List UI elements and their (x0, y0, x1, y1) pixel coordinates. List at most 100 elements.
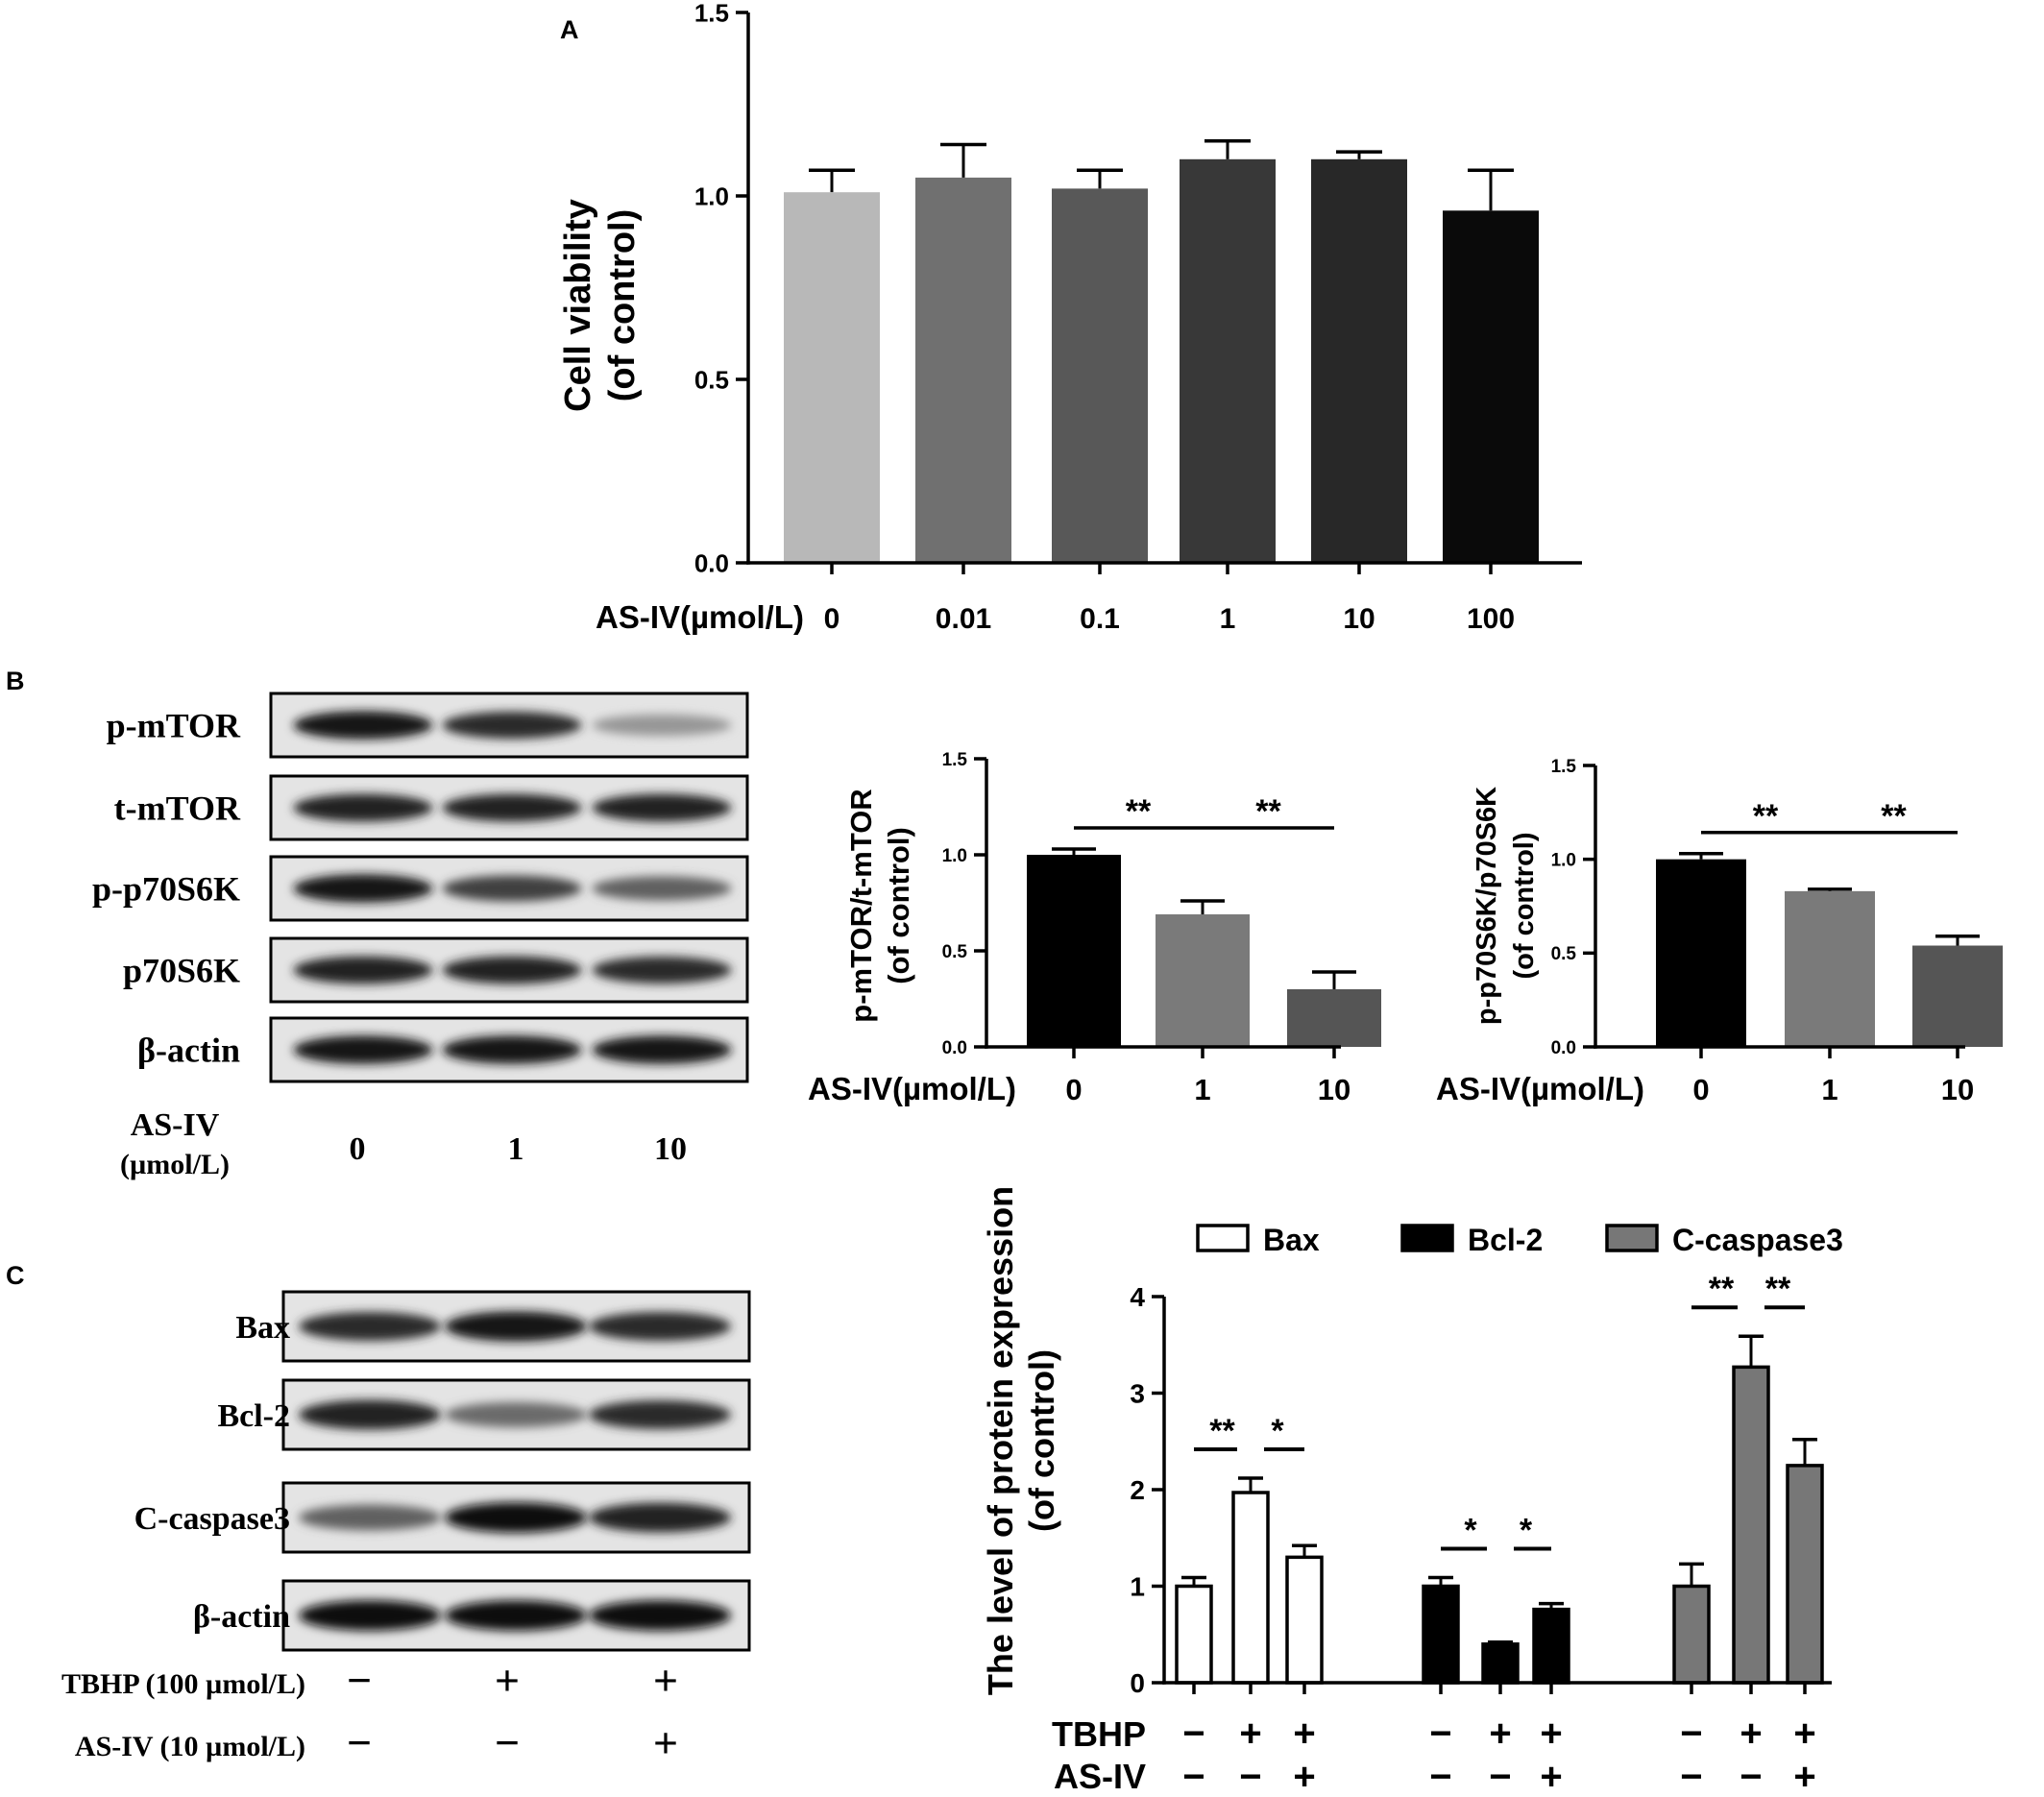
blot-b-band (442, 793, 582, 822)
chart-c-bar (1672, 1584, 1711, 1685)
chart-b2-sig-label: ** (1881, 798, 1907, 835)
chart-b2-ytick-label: 0.0 (1551, 1038, 1576, 1058)
chart-b1-bar (1287, 989, 1381, 1047)
panel-label-a: A (560, 15, 579, 44)
chart-a-bar (1052, 188, 1148, 564)
blot-c-band (445, 1311, 587, 1342)
chart-b2-ytick-label: 0.5 (1551, 944, 1577, 964)
chart-c-sig-label: ** (1765, 1271, 1791, 1307)
chart-a-bar (1443, 210, 1539, 563)
chart-c-legend-swatch (1196, 1224, 1250, 1252)
blot-b-band (442, 875, 582, 902)
chart-c-bar (1732, 1365, 1770, 1685)
chart-c-bar (1532, 1607, 1570, 1685)
chart-a-bar (915, 177, 1011, 563)
blot-b-lane-label: 1 (508, 1131, 524, 1167)
blot-b-band (592, 793, 732, 822)
blot-b-band (442, 956, 582, 984)
chart-b2-bar (1656, 859, 1746, 1047)
chart-c-ylabel-line2: (of control) (1022, 1349, 1061, 1532)
chart-c-bar (1285, 1555, 1324, 1685)
blot-c-condition-sign: − (495, 1718, 520, 1767)
blot-c-band (299, 1504, 441, 1531)
chart-c-bar (1175, 1584, 1213, 1685)
chart-a-bar (1311, 158, 1407, 564)
chart-b2-sig-label: ** (1753, 798, 1779, 835)
blot-b-row-label: p-p70S6K (92, 870, 240, 909)
chart-b2-xtick-label: 1 (1821, 1073, 1837, 1106)
panel-label-b: B (6, 667, 25, 695)
blot-c-band (589, 1399, 731, 1430)
blot-c-band (299, 1311, 441, 1342)
chart-a-xtick-label: 1 (1220, 603, 1236, 635)
blot-b-row-label: p70S6K (123, 952, 240, 990)
chart-b2: 0.0 0.5 1.0 1.5 0 1 10 ** ** p-p70S6K/p70S6K (of… (1436, 757, 2003, 1106)
blot-c: TBHP (100 µmol/L) AS-IV (10 µmol/L) Bax B… (61, 1290, 751, 1767)
chart-c-condition-sign: − (1680, 1756, 1702, 1797)
chart-b1-xlabel: AS-IV(µmol/L) (808, 1071, 1016, 1106)
chart-c-legend-label: Bcl-2 (1468, 1223, 1543, 1257)
blot-b-band (293, 956, 433, 984)
chart-c-condition-sign: − (1429, 1756, 1451, 1797)
chart-a-ytick-label: 0.0 (694, 548, 729, 577)
blot-b-band (592, 714, 732, 737)
blot-c-row-label: Bax (235, 1310, 290, 1346)
blot-c-band (589, 1502, 731, 1533)
chart-c-ylabel-line1: The level of protein expression (981, 1186, 1020, 1695)
chart-b1-ytick-label: 1.0 (942, 846, 967, 866)
blot-c-row-label: β-actin (193, 1599, 290, 1635)
blot-b-band (592, 956, 732, 984)
chart-b1-bar (1156, 914, 1250, 1047)
chart-a-bar (1180, 158, 1276, 564)
chart-b2-ytick-label: 1.5 (1551, 757, 1577, 777)
blot-c-condition-sign: + (495, 1656, 520, 1705)
chart-b2-ylabel-line2: (of control) (1509, 832, 1540, 979)
chart-c-sig-label: ** (1709, 1271, 1735, 1307)
chart-c-legend-label: C-caspase3 (1672, 1223, 1843, 1257)
chart-c-ytick-label: 3 (1130, 1379, 1145, 1409)
blot-b-row-label: t-mTOR (114, 789, 241, 828)
chart-b2-ylabel-line1: p-p70S6K/p70S6K (1472, 787, 1502, 1025)
blot-b-lane-label: 10 (654, 1131, 687, 1167)
blot-b-band (293, 1035, 433, 1064)
chart-b1-ylabel-line1: p-mTOR/t-mTOR (844, 789, 878, 1022)
chart-a-yticks: 0.0 0.5 1.0 1.5 (694, 0, 1582, 577)
chart-b1-bar (1027, 855, 1121, 1047)
chart-b1: 0.0 0.5 1.0 1.5 0 1 10 ** ** p-mTOR/t-mTOR (of c… (808, 750, 1381, 1106)
chart-c-row-label-asiv: AS-IV (1054, 1757, 1146, 1796)
chart-c-row-label-tbhp: TBHP (1052, 1714, 1146, 1754)
chart-c-legend-label: Bax (1263, 1223, 1320, 1257)
blot-b-row-label: p-mTOR (107, 707, 241, 745)
blot-b-band (293, 711, 433, 740)
blot-b-row-label: β-actin (137, 1032, 240, 1070)
chart-c-condition-sign: − (1182, 1712, 1204, 1755)
blot-c-band (445, 1600, 587, 1631)
chart-c-legend-swatch (1605, 1224, 1659, 1252)
chart-b2-xtick-label: 0 (1692, 1073, 1709, 1106)
chart-b2-xlabel: AS-IV(µmol/L) (1436, 1071, 1644, 1106)
chart-c-condition-sign: + (1793, 1712, 1815, 1755)
chart-b2-xtick-label: 10 (1941, 1073, 1974, 1106)
chart-a-bars (784, 138, 1539, 564)
blot-b: AS-IV (µmol/L) p-mTOR t-mTOR p-p70S6K p70S6… (92, 692, 749, 1180)
blot-c-row-label: Bcl-2 (217, 1398, 290, 1434)
chart-b1-ytick-label: 0.5 (942, 942, 968, 962)
blot-b-band (442, 1035, 582, 1064)
chart-a-ytick-label: 0.5 (694, 365, 729, 394)
chart-b1-ylabel-line2: (of control) (882, 827, 915, 984)
chart-b2-bar (1912, 945, 2003, 1047)
chart-c-condition-sign: − (1680, 1712, 1702, 1755)
blot-b-xlabel-line2: (µmol/L) (120, 1149, 230, 1180)
chart-c-bar (1231, 1491, 1270, 1685)
chart-a-xtick-label: 0.1 (1080, 603, 1120, 635)
blot-c-condition-sign: + (653, 1718, 678, 1767)
blot-c-condition-sign: − (347, 1718, 372, 1767)
chart-c-condition-sign: + (1293, 1712, 1315, 1755)
chart-a-ytick-label: 1.5 (694, 0, 729, 27)
chart-c-ytick-label: 1 (1130, 1572, 1145, 1602)
blot-b-band (592, 876, 732, 901)
blot-c-band (445, 1401, 587, 1428)
chart-c-condition-sign: − (1239, 1756, 1261, 1797)
chart-c-sig-label: * (1520, 1512, 1533, 1548)
